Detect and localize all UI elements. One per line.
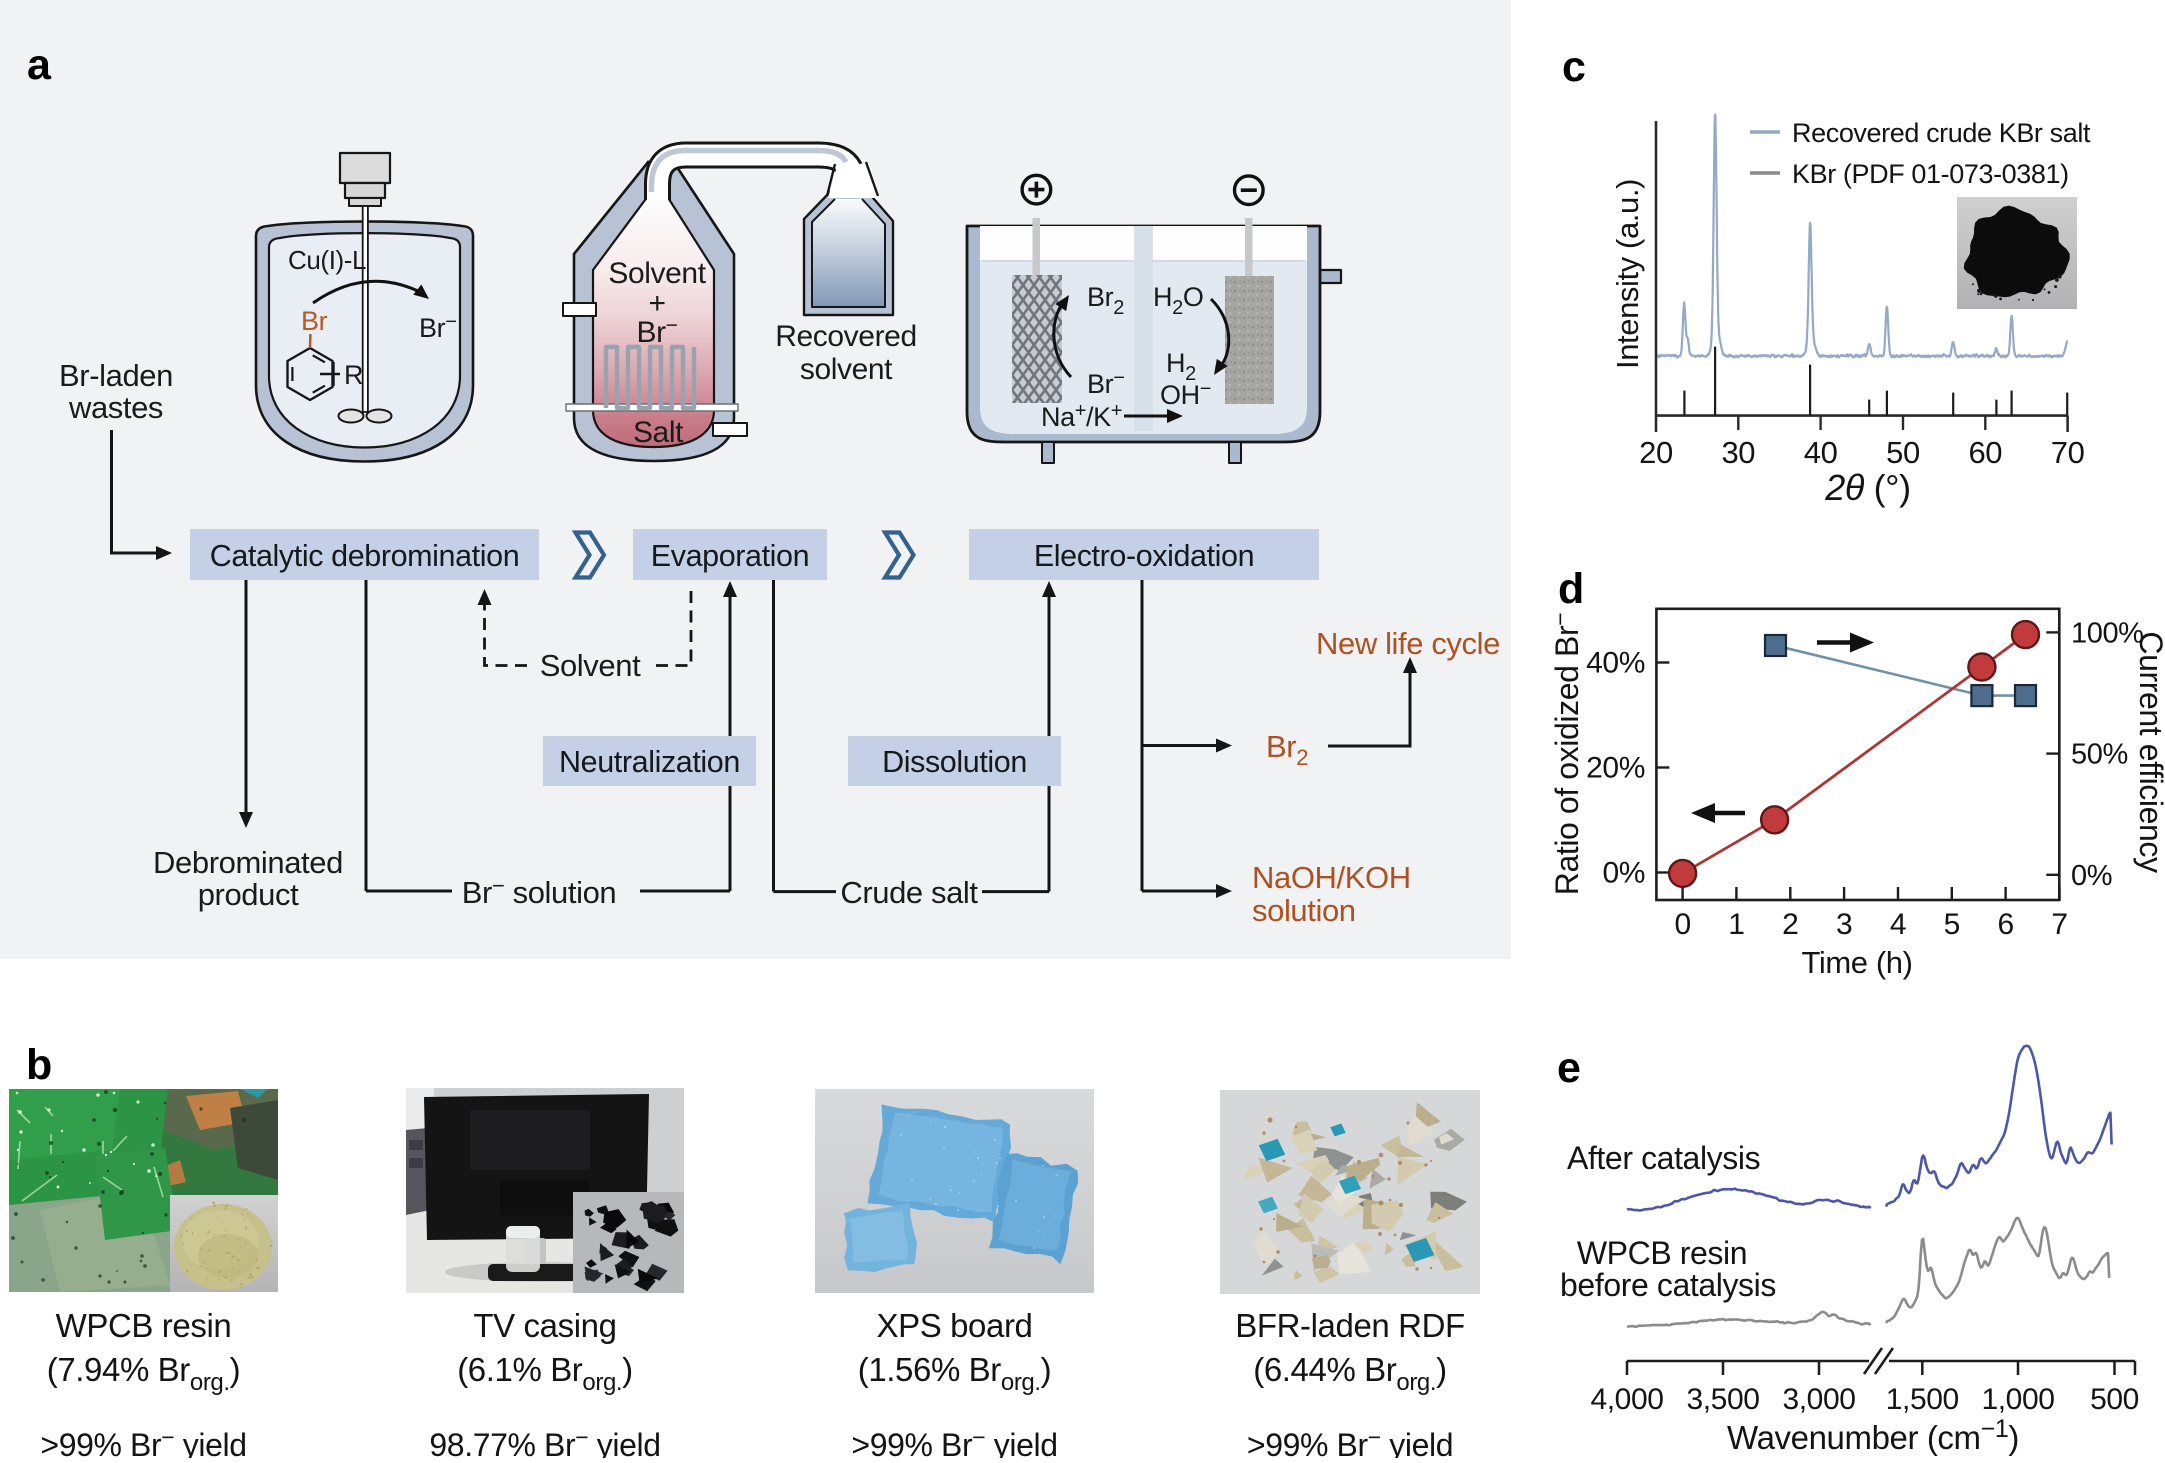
svg-text:Electro-oxidation: Electro-oxidation [1034,539,1254,573]
svg-text:Debrominated: Debrominated [153,845,343,880]
svg-text:KBr (PDF 01-073-0381): KBr (PDF 01-073-0381) [1792,159,2069,189]
svg-text:30: 30 [1721,435,1755,470]
svg-text:7: 7 [2051,908,2067,941]
svg-text:BFR-laden RDF: BFR-laden RDF [1235,1307,1465,1344]
svg-text:Crude salt: Crude salt [840,875,978,910]
svg-text:1,000: 1,000 [1981,1383,2054,1416]
svg-text:>99% Br− yield: >99% Br− yield [40,1424,246,1458]
svg-text:1,500: 1,500 [1886,1383,1959,1416]
svg-text:Solvent: Solvent [608,257,706,290]
svg-text:3,500: 3,500 [1686,1383,1759,1416]
svg-text:60: 60 [1968,435,2002,470]
svg-text:Solvent: Solvent [540,648,641,683]
svg-text:4: 4 [1890,908,1906,941]
svg-text:4,000: 4,000 [1590,1383,1663,1416]
svg-text:product: product [198,877,299,912]
svg-text:d: d [1558,565,1584,613]
svg-text:solvent: solvent [800,353,893,386]
svg-text:Wavenumber (cm−1): Wavenumber (cm−1) [1727,1415,2019,1456]
svg-text:20: 20 [1639,435,1673,470]
svg-text:WPCB resin: WPCB resin [56,1307,232,1344]
svg-text:XPS board: XPS board [876,1307,1032,1344]
svg-text:70: 70 [2051,435,2085,470]
svg-text:0%: 0% [1602,857,1645,890]
svg-text:Current efficiency: Current efficiency [2133,631,2165,873]
svg-text:c: c [1562,43,1586,91]
svg-text:e: e [1557,1044,1581,1092]
svg-text:a: a [27,41,52,89]
svg-text:Intensity (a.u.): Intensity (a.u.) [1610,179,1645,369]
svg-text:Br− solution: Br− solution [462,873,617,910]
svg-text:0%: 0% [2071,860,2112,892]
svg-text:R: R [344,360,363,390]
svg-text:3: 3 [1836,908,1852,941]
svg-text:2θ (°): 2θ (°) [1824,467,1911,508]
svg-text:Recovered: Recovered [775,320,916,353]
svg-text:NaOH/KOH: NaOH/KOH [1252,860,1411,895]
svg-text:before catalysis: before catalysis [1560,1267,1776,1303]
svg-text:Cu(I)-L: Cu(I)-L [288,245,366,275]
svg-text:50%: 50% [2071,739,2128,771]
svg-text:wastes: wastes [68,390,163,425]
svg-text:40: 40 [1804,435,1838,470]
svg-text:50: 50 [1886,435,1920,470]
svg-text:Dissolution: Dissolution [882,745,1027,779]
svg-text:Ratio of oxidized Br−: Ratio of oxidized Br− [1547,613,1585,896]
svg-text:Time (h): Time (h) [1801,945,1912,980]
svg-text:Br: Br [301,306,328,336]
svg-text:40%: 40% [1586,647,1645,680]
svg-text:After catalysis: After catalysis [1567,1140,1760,1176]
svg-text:Recovered crude KBr salt: Recovered crude KBr salt [1792,118,2091,148]
svg-text:20%: 20% [1586,752,1645,785]
svg-text:2: 2 [1782,908,1798,941]
svg-text:3,000: 3,000 [1782,1383,1855,1416]
svg-text:Salt: Salt [633,416,684,449]
svg-text:b: b [26,1041,52,1089]
svg-text:1: 1 [1728,908,1744,941]
svg-text:Br-laden: Br-laden [59,358,173,393]
svg-text:>99% Br− yield: >99% Br− yield [851,1424,1057,1458]
svg-text:5: 5 [1944,908,1960,941]
svg-text:Evaporation: Evaporation [651,539,809,573]
svg-text:WPCB resin: WPCB resin [1577,1235,1747,1271]
svg-text:Neutralization: Neutralization [559,745,740,779]
svg-text:100%: 100% [2071,617,2144,649]
svg-text:solution: solution [1252,893,1356,928]
svg-text:0: 0 [1674,908,1690,941]
svg-text:New life cycle: New life cycle [1316,626,1500,661]
svg-text:98.77% Br− yield: 98.77% Br− yield [429,1424,660,1458]
svg-text:TV casing: TV casing [473,1307,616,1344]
svg-text:6: 6 [1997,908,2013,941]
svg-text:500: 500 [2090,1383,2139,1416]
svg-text:Catalytic debromination: Catalytic debromination [210,539,520,573]
svg-text:>99% Br− yield: >99% Br− yield [1247,1424,1453,1458]
